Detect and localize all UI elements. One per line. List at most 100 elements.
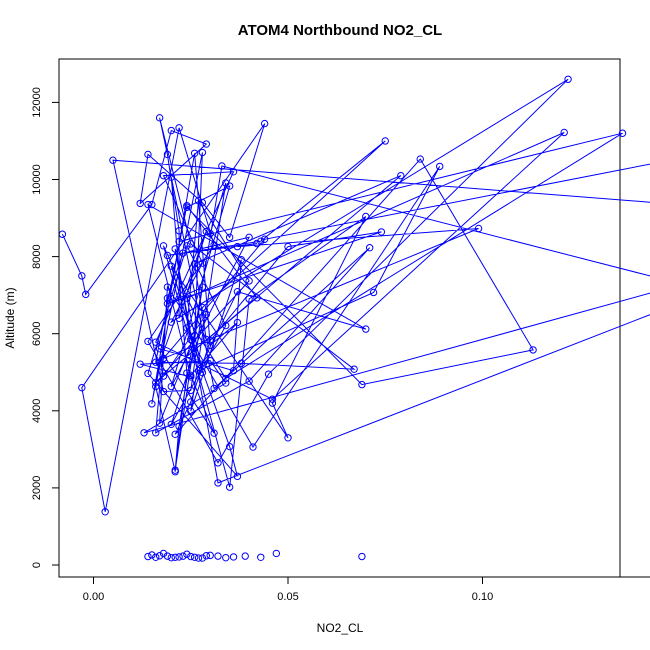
data-point bbox=[202, 140, 211, 148]
data-point bbox=[198, 148, 207, 157]
data-point bbox=[144, 200, 152, 209]
data-point bbox=[237, 255, 246, 264]
chart-title: ATOM4 Northbound NO2_CL bbox=[238, 22, 442, 39]
data-point bbox=[163, 251, 172, 260]
y-tick-label: 10000 bbox=[31, 164, 43, 195]
data-point bbox=[264, 370, 273, 378]
data-point bbox=[284, 242, 292, 251]
data-point bbox=[179, 249, 187, 257]
data-point bbox=[187, 335, 195, 344]
data-point bbox=[136, 360, 144, 368]
y-tick-label: 0 bbox=[31, 562, 43, 568]
data-point bbox=[183, 369, 191, 377]
data-point bbox=[198, 303, 207, 312]
data-point bbox=[241, 552, 249, 560]
data-point bbox=[175, 124, 183, 132]
data-point bbox=[233, 318, 242, 327]
data-point bbox=[198, 368, 207, 377]
data-point bbox=[206, 551, 214, 560]
data-point bbox=[190, 149, 199, 157]
y-tick-label: 12000 bbox=[31, 87, 43, 118]
data-point bbox=[82, 290, 90, 299]
data-point bbox=[253, 239, 261, 248]
data-point bbox=[183, 203, 191, 211]
data-point bbox=[362, 212, 370, 221]
data-point bbox=[245, 295, 253, 303]
data-point bbox=[272, 549, 281, 558]
data-point bbox=[362, 325, 370, 333]
data-point bbox=[229, 553, 238, 561]
data-point bbox=[229, 168, 238, 176]
data-point bbox=[194, 367, 203, 375]
data-point bbox=[268, 399, 277, 407]
data-point bbox=[167, 262, 176, 270]
data-point bbox=[155, 419, 164, 427]
data-point bbox=[159, 242, 168, 250]
data-point bbox=[183, 550, 191, 558]
data-point bbox=[253, 294, 261, 302]
data-point bbox=[175, 422, 183, 430]
data-point bbox=[222, 321, 230, 330]
data-point bbox=[233, 472, 242, 481]
data-point bbox=[171, 466, 179, 474]
data-point bbox=[210, 241, 218, 249]
data-point bbox=[210, 429, 218, 437]
data-point bbox=[225, 233, 234, 242]
data-point bbox=[198, 283, 207, 291]
data-point bbox=[187, 552, 195, 561]
data-point bbox=[163, 150, 172, 159]
data-point bbox=[148, 200, 156, 209]
y-tick-label: 6000 bbox=[31, 321, 43, 345]
data-point bbox=[233, 242, 242, 251]
data-point bbox=[144, 369, 152, 378]
data-point bbox=[171, 553, 179, 561]
data-point bbox=[206, 229, 214, 238]
data-point bbox=[214, 552, 222, 560]
data-point bbox=[257, 553, 265, 561]
data-point bbox=[187, 373, 195, 381]
data-point bbox=[369, 288, 378, 297]
data-point bbox=[167, 420, 176, 428]
data-point bbox=[167, 318, 176, 326]
data-point bbox=[152, 382, 160, 391]
data-point bbox=[144, 552, 152, 561]
data-point bbox=[560, 128, 568, 137]
data-point bbox=[245, 233, 253, 242]
data-point bbox=[222, 553, 230, 562]
data-point bbox=[144, 150, 152, 159]
x-tick-label: 0.00 bbox=[83, 591, 104, 603]
data-point bbox=[155, 114, 164, 122]
data-point bbox=[101, 508, 109, 516]
series-points bbox=[58, 75, 627, 562]
data-point bbox=[159, 354, 168, 363]
data-point bbox=[260, 235, 269, 243]
data-point bbox=[175, 553, 183, 561]
data-point bbox=[222, 374, 230, 383]
data-point bbox=[163, 283, 172, 291]
data-point bbox=[233, 287, 242, 296]
data-point bbox=[198, 554, 207, 562]
data-point bbox=[167, 553, 176, 562]
data-point bbox=[179, 552, 187, 560]
data-point bbox=[198, 198, 207, 207]
data-point bbox=[175, 314, 183, 322]
y-axis-label: Altitude (m) bbox=[3, 287, 17, 348]
data-point bbox=[163, 299, 172, 308]
data-point bbox=[225, 442, 234, 451]
data-point bbox=[257, 237, 265, 245]
data-point bbox=[175, 227, 183, 235]
data-point bbox=[167, 173, 176, 181]
data-point bbox=[397, 171, 405, 180]
data-point bbox=[194, 197, 203, 205]
data-point bbox=[358, 380, 366, 389]
data-point bbox=[350, 365, 358, 373]
data-point bbox=[155, 552, 164, 560]
data-point bbox=[284, 434, 292, 442]
data-point bbox=[190, 553, 199, 561]
data-point bbox=[171, 245, 179, 253]
data-point bbox=[78, 383, 86, 392]
data-point bbox=[183, 324, 191, 332]
data-point bbox=[618, 129, 627, 137]
data-point bbox=[529, 346, 537, 354]
